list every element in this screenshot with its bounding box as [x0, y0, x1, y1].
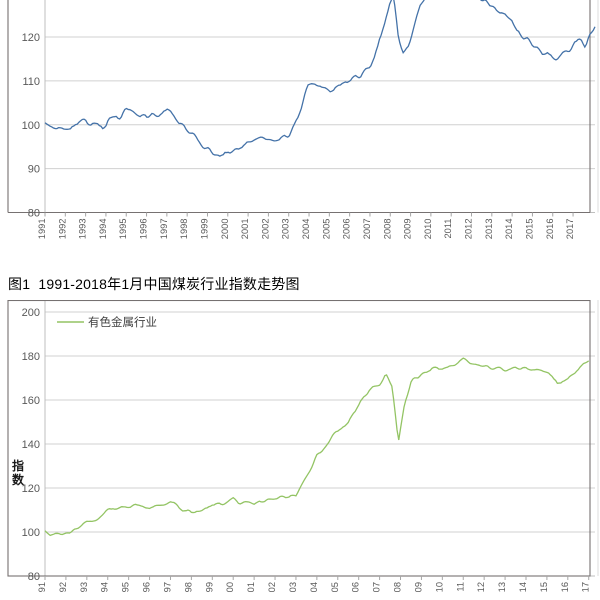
svg-text:80: 80: [28, 571, 40, 583]
svg-text:1998: 1998: [179, 219, 189, 240]
svg-text:数: 数: [12, 472, 25, 487]
svg-text:91: 91: [37, 582, 47, 592]
svg-text:2010: 2010: [423, 219, 433, 240]
svg-text:96: 96: [142, 582, 152, 592]
svg-text:90: 90: [28, 164, 40, 176]
svg-text:2005: 2005: [321, 219, 331, 240]
svg-text:140: 140: [22, 439, 40, 451]
svg-text:99: 99: [204, 582, 214, 592]
svg-text:2008: 2008: [382, 219, 392, 240]
svg-text:2002: 2002: [260, 219, 270, 240]
svg-text:1999: 1999: [199, 219, 209, 240]
svg-text:指: 指: [12, 458, 24, 473]
svg-text:1994: 1994: [98, 219, 108, 240]
svg-text:01: 01: [246, 582, 256, 592]
svg-text:2015: 2015: [524, 219, 534, 240]
svg-text:2007: 2007: [362, 219, 372, 240]
svg-text:2013: 2013: [484, 219, 494, 240]
svg-text:93: 93: [79, 582, 89, 592]
svg-text:有色金属行业: 有色金属行业: [88, 315, 157, 329]
svg-text:92: 92: [58, 582, 68, 592]
svg-text:180: 180: [22, 351, 40, 363]
svg-text:14: 14: [518, 582, 528, 592]
svg-text:17: 17: [581, 582, 591, 592]
svg-text:09: 09: [413, 582, 423, 592]
svg-text:100: 100: [22, 120, 40, 132]
svg-text:1991: 1991: [37, 219, 47, 240]
svg-text:80: 80: [28, 208, 40, 220]
svg-text:97: 97: [162, 582, 172, 592]
svg-text:160: 160: [22, 395, 40, 407]
svg-text:2009: 2009: [403, 219, 413, 240]
svg-text:2011: 2011: [443, 219, 453, 239]
svg-text:08: 08: [393, 582, 403, 592]
svg-text:2004: 2004: [301, 219, 311, 240]
svg-text:2003: 2003: [281, 219, 291, 240]
svg-text:2001: 2001: [240, 219, 250, 240]
svg-text:06: 06: [351, 582, 361, 592]
svg-text:1997: 1997: [159, 219, 169, 240]
svg-text:110: 110: [22, 76, 40, 88]
svg-text:1996: 1996: [139, 219, 149, 240]
svg-text:00: 00: [225, 582, 235, 592]
svg-text:120: 120: [22, 32, 40, 44]
svg-text:16: 16: [560, 582, 570, 592]
svg-text:2017: 2017: [565, 219, 575, 240]
svg-text:2014: 2014: [504, 219, 514, 240]
svg-text:100: 100: [22, 527, 40, 539]
svg-text:1992: 1992: [57, 219, 67, 240]
svg-text:10: 10: [434, 582, 444, 592]
svg-text:04: 04: [309, 582, 319, 592]
svg-text:12: 12: [476, 582, 486, 592]
svg-text:05: 05: [330, 582, 340, 592]
svg-text:95: 95: [121, 582, 131, 592]
svg-text:02: 02: [267, 582, 277, 592]
svg-text:2006: 2006: [342, 219, 352, 240]
svg-text:11: 11: [455, 582, 465, 592]
svg-text:120: 120: [22, 483, 40, 495]
svg-text:1995: 1995: [118, 219, 128, 240]
svg-text:98: 98: [183, 582, 193, 592]
svg-text:200: 200: [22, 307, 40, 319]
svg-text:2016: 2016: [545, 219, 555, 240]
svg-text:94: 94: [100, 582, 110, 592]
svg-text:13: 13: [497, 582, 507, 592]
svg-text:03: 03: [288, 582, 298, 592]
svg-text:1993: 1993: [78, 219, 88, 240]
svg-text:15: 15: [539, 582, 549, 592]
svg-text:2012: 2012: [464, 219, 474, 240]
svg-text:2000: 2000: [220, 219, 230, 240]
svg-text:07: 07: [372, 582, 382, 592]
